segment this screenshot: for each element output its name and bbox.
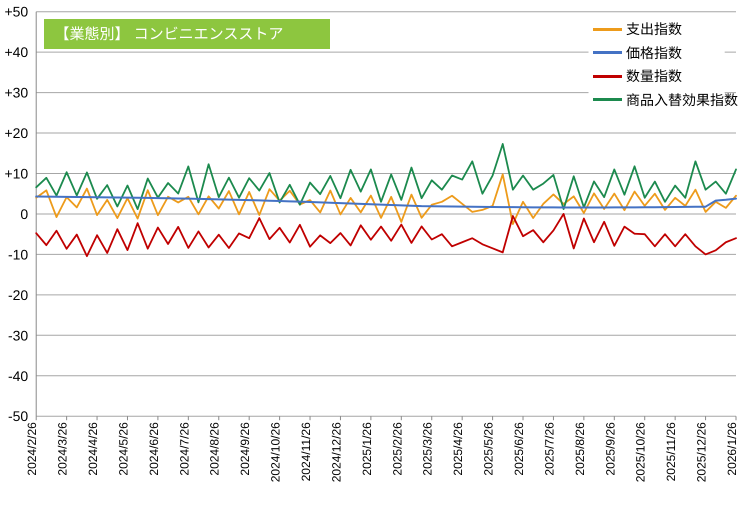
svg-text:2024/5/26: 2024/5/26: [116, 422, 130, 476]
svg-text:2025/7/26: 2025/7/26: [542, 422, 556, 476]
svg-text:+10: +10: [4, 166, 28, 182]
svg-text:+50: +50: [4, 4, 28, 20]
svg-text:2025/8/26: 2025/8/26: [573, 422, 587, 476]
svg-text:2024/7/26: 2024/7/26: [177, 422, 191, 476]
svg-text:2024/10/26: 2024/10/26: [269, 422, 283, 482]
svg-text:2025/9/26: 2025/9/26: [603, 422, 617, 476]
svg-text:2024/6/26: 2024/6/26: [147, 422, 161, 476]
svg-text:+20: +20: [4, 125, 28, 141]
svg-text:2025/1/26: 2025/1/26: [360, 422, 374, 476]
svg-text:2024/4/26: 2024/4/26: [86, 422, 100, 476]
svg-text:-50: -50: [8, 408, 28, 424]
svg-text:2024/8/26: 2024/8/26: [208, 422, 222, 476]
svg-text:2024/2/26: 2024/2/26: [25, 422, 39, 476]
svg-text:2025/10/26: 2025/10/26: [634, 422, 648, 482]
svg-text:2025/3/26: 2025/3/26: [421, 422, 435, 476]
svg-text:+40: +40: [4, 44, 28, 60]
svg-text:-40: -40: [8, 368, 28, 384]
svg-text:2025/2/26: 2025/2/26: [390, 422, 404, 476]
svg-text:0: 0: [20, 206, 28, 222]
svg-text:-20: -20: [8, 287, 28, 303]
svg-text:-10: -10: [8, 246, 28, 262]
svg-text:2025/5/26: 2025/5/26: [482, 422, 496, 476]
svg-text:2024/9/26: 2024/9/26: [238, 422, 252, 476]
svg-text:2025/4/26: 2025/4/26: [451, 422, 465, 476]
svg-text:2024/11/26: 2024/11/26: [299, 422, 313, 481]
svg-text:2025/6/26: 2025/6/26: [512, 422, 526, 476]
svg-text:2025/12/26: 2025/12/26: [695, 422, 709, 482]
svg-text:2026/1/26: 2026/1/26: [725, 422, 739, 476]
svg-text:2024/3/26: 2024/3/26: [56, 422, 70, 476]
svg-text:-30: -30: [8, 327, 28, 343]
svg-text:2025/11/26: 2025/11/26: [664, 422, 678, 481]
svg-text:+30: +30: [4, 85, 28, 101]
svg-text:2024/12/26: 2024/12/26: [329, 422, 343, 482]
